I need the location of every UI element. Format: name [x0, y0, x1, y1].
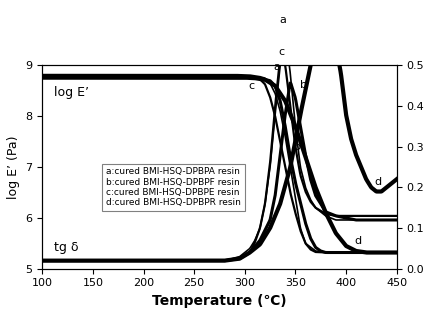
Text: a: a — [279, 15, 286, 25]
X-axis label: Temperature (℃): Temperature (℃) — [152, 294, 286, 308]
Text: b: b — [293, 142, 300, 152]
Text: d: d — [354, 236, 361, 246]
Text: d: d — [374, 177, 381, 187]
Text: c: c — [248, 81, 254, 91]
Text: c: c — [277, 47, 284, 57]
Text: a: a — [273, 61, 280, 72]
Text: log E’: log E’ — [54, 86, 89, 99]
Text: b: b — [299, 80, 306, 90]
Y-axis label: log E’ (Pa): log E’ (Pa) — [7, 135, 20, 199]
Text: a:cured BMI-HSQ-DPBPA resin
b:cured BMI-HSQ-DPBPF resin
c:cured BMI-HSQ-DPBPE re: a:cured BMI-HSQ-DPBPA resin b:cured BMI-… — [106, 167, 240, 207]
Text: tg δ: tg δ — [54, 241, 79, 254]
